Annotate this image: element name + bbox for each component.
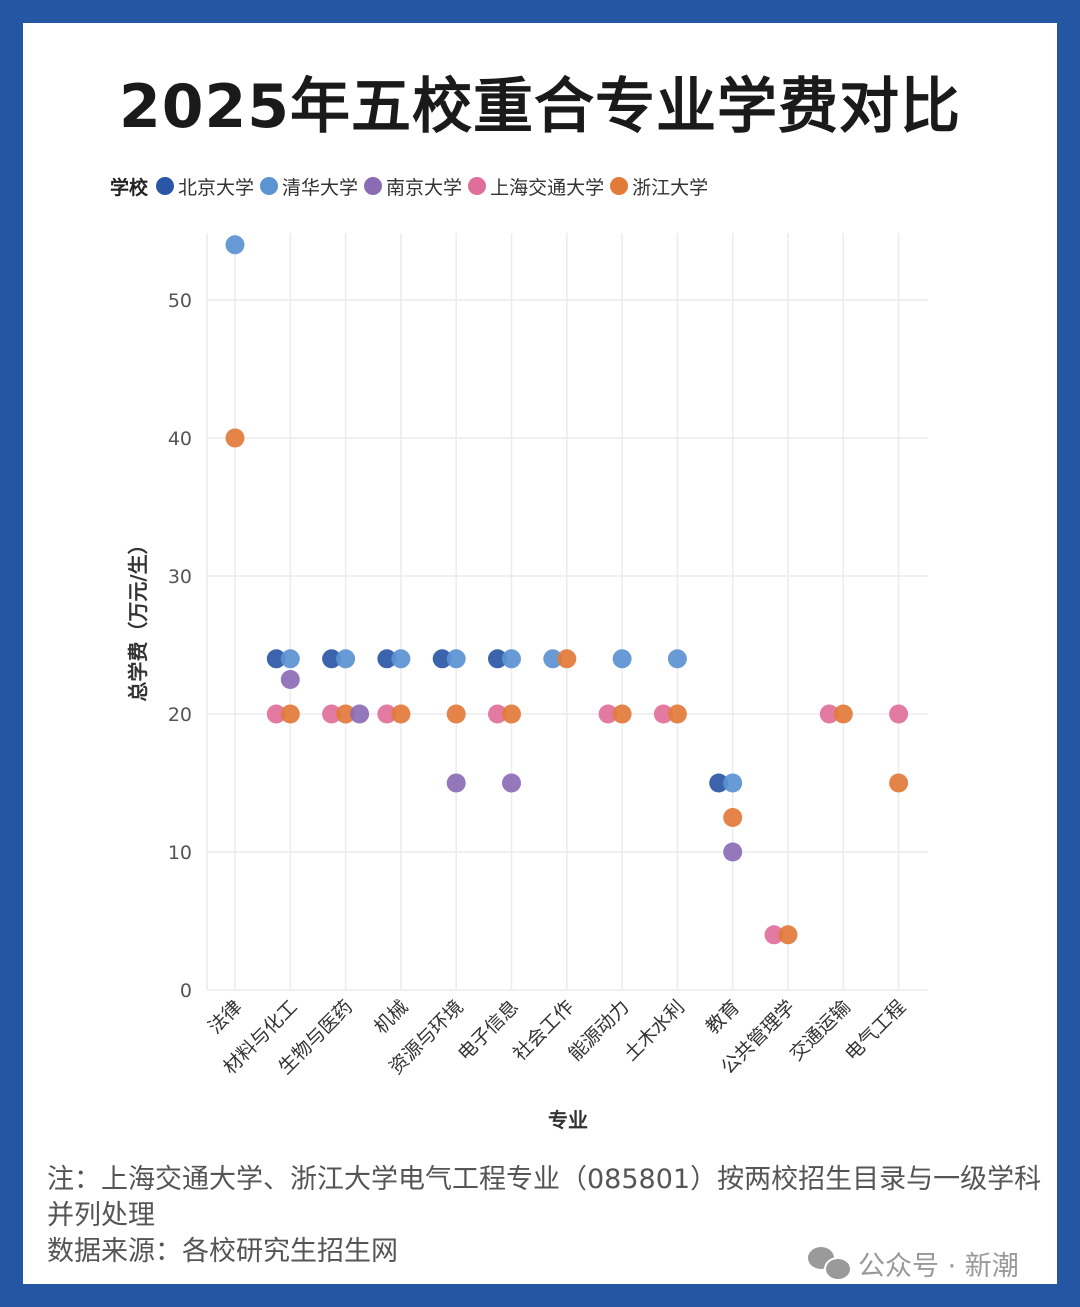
data-point xyxy=(502,649,521,669)
legend: 学校 北京大学 清华大学 南京大学 上海交通大学 浙江大学 xyxy=(110,172,714,200)
data-point xyxy=(889,704,909,724)
watermark-text: 公众号 · 新潮 xyxy=(858,1251,1019,1282)
data-point xyxy=(819,704,839,724)
data-point xyxy=(488,704,507,724)
legend-item-thu[interactable]: 清华大学 xyxy=(260,173,358,200)
data-point xyxy=(764,925,784,945)
data-point xyxy=(598,704,618,724)
legend-dot-icon xyxy=(468,177,487,195)
chart-notes: 注：上海交通大学、浙江大学电气工程专业（085801）按两校招生目录与一级学科并… xyxy=(47,1162,1047,1270)
data-point xyxy=(778,925,798,945)
data-point xyxy=(723,808,743,827)
legend-dot-icon xyxy=(364,177,383,195)
data-point xyxy=(266,704,286,724)
x-tick-label: 能源动力 xyxy=(564,996,633,1065)
y-tick-label: 40 xyxy=(168,428,192,450)
data-point xyxy=(833,704,853,724)
data-point xyxy=(543,649,563,669)
data-point xyxy=(446,773,466,793)
x-tick-label: 法律 xyxy=(204,996,246,1038)
legend-title: 学校 xyxy=(110,176,149,199)
x-tick-label: 电气工程 xyxy=(841,996,910,1065)
data-point xyxy=(280,704,300,724)
data-point xyxy=(391,649,411,669)
data-point xyxy=(667,704,687,724)
data-point xyxy=(377,704,397,724)
watermark: 公众号 · 新潮 xyxy=(808,1244,1019,1283)
legend-dot-icon xyxy=(260,177,279,195)
x-tick-label: 教育 xyxy=(702,996,744,1038)
data-point xyxy=(723,842,743,862)
y-tick-label: 30 xyxy=(168,566,192,588)
data-point xyxy=(391,704,411,724)
y-tick-label: 10 xyxy=(168,842,192,864)
legend-dot-icon xyxy=(610,177,629,195)
data-point xyxy=(502,704,521,724)
y-tick-label: 20 xyxy=(168,704,192,726)
x-axis-label: 专业 xyxy=(548,1108,588,1132)
legend-item-nju[interactable]: 南京大学 xyxy=(364,173,462,200)
data-point xyxy=(266,649,286,669)
data-point xyxy=(225,235,245,255)
legend-label: 南京大学 xyxy=(386,176,463,199)
data-point xyxy=(446,704,466,724)
data-point xyxy=(377,649,397,669)
data-point xyxy=(336,704,356,724)
x-tick-label: 交通运输 xyxy=(786,996,855,1065)
data-point xyxy=(280,649,300,669)
y-tick-label: 0 xyxy=(180,980,192,1002)
legend-label: 上海交通大学 xyxy=(490,176,605,199)
data-point xyxy=(432,649,452,669)
legend-item-sjtu[interactable]: 上海交通大学 xyxy=(468,173,604,200)
data-point xyxy=(723,773,743,793)
data-point xyxy=(709,773,729,793)
data-point xyxy=(667,649,687,669)
data-point xyxy=(889,773,909,793)
y-tick-label: 50 xyxy=(168,290,192,312)
data-point xyxy=(350,704,370,724)
data-point xyxy=(612,649,632,669)
chart-title: 2025年五校重合专业学费对比 xyxy=(119,72,961,142)
legend-item-pku[interactable]: 北京大学 xyxy=(156,173,254,200)
data-point xyxy=(280,670,300,689)
data-point xyxy=(446,649,466,669)
x-tick-label: 电子信息 xyxy=(454,996,523,1065)
chart-card xyxy=(23,23,1057,1284)
legend-label: 浙江大学 xyxy=(632,176,709,199)
data-point xyxy=(336,649,356,669)
data-source: 数据来源：各校研究生招生网 xyxy=(47,1236,398,1267)
footnote: 注：上海交通大学、浙江大学电气工程专业（085801）按两校招生目录与一级学科并… xyxy=(47,1164,1042,1231)
legend-dot-icon xyxy=(156,177,175,195)
data-point xyxy=(557,649,577,669)
x-tick-label: 土木水利 xyxy=(620,996,689,1065)
data-point xyxy=(612,704,632,724)
data-point xyxy=(322,649,342,669)
legend-item-zju[interactable]: 浙江大学 xyxy=(610,173,708,200)
data-point xyxy=(488,649,507,669)
x-tick-label: 社会工作 xyxy=(509,996,578,1065)
legend-label: 北京大学 xyxy=(178,176,255,199)
data-point xyxy=(322,704,342,724)
data-point xyxy=(653,704,673,724)
wechat-icon xyxy=(808,1246,852,1281)
y-axis-label: 总学费（万元/生） xyxy=(126,534,150,701)
x-tick-label: 机械 xyxy=(370,996,412,1038)
legend-label: 清华大学 xyxy=(282,176,359,199)
data-point xyxy=(225,428,245,448)
data-point xyxy=(502,773,521,793)
